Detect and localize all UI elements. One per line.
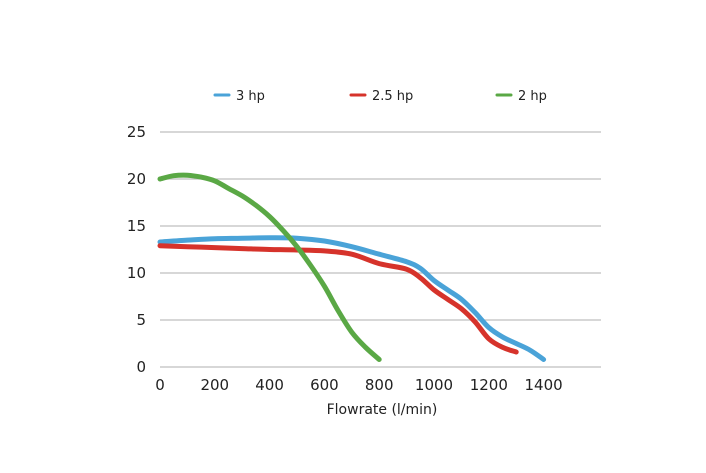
x-tick-label-0: 0 xyxy=(155,376,165,394)
x-tick-label-200: 200 xyxy=(200,376,229,394)
x-tick-label-400: 400 xyxy=(255,376,284,394)
y-tick-label-0: 0 xyxy=(136,358,146,376)
series-line-1 xyxy=(157,235,547,362)
series-lines xyxy=(157,172,547,362)
grid xyxy=(160,131,601,368)
x-tick-label-1000: 1000 xyxy=(415,376,453,394)
y-tick-label-15: 15 xyxy=(127,217,146,235)
y-tick-label-10: 10 xyxy=(127,264,146,282)
series-line-3 xyxy=(157,172,382,362)
legend-label-3: 2 hp xyxy=(518,89,547,104)
y-axis-ticks: 0 5 10 15 20 25 xyxy=(127,123,146,376)
x-axis-ticks: 0 200 400 600 800 1000 1200 1400 xyxy=(155,376,562,394)
legend-label-2: 2.5 hp xyxy=(372,89,413,104)
series-line-2 xyxy=(157,243,519,355)
y-tick-label-5: 5 xyxy=(136,311,146,329)
x-tick-label-600: 600 xyxy=(310,376,339,394)
y-tick-label-20: 20 xyxy=(127,170,146,188)
x-tick-label-1400: 1400 xyxy=(525,376,563,394)
x-tick-label-800: 800 xyxy=(365,376,394,394)
x-axis-title: Flowrate (l/min) xyxy=(327,402,438,418)
x-tick-label-1200: 1200 xyxy=(470,376,508,394)
y-tick-label-25: 25 xyxy=(127,123,146,141)
legend: 3 hp 2.5 hp 2 hp xyxy=(213,89,547,104)
legend-label-1: 3 hp xyxy=(236,89,265,104)
